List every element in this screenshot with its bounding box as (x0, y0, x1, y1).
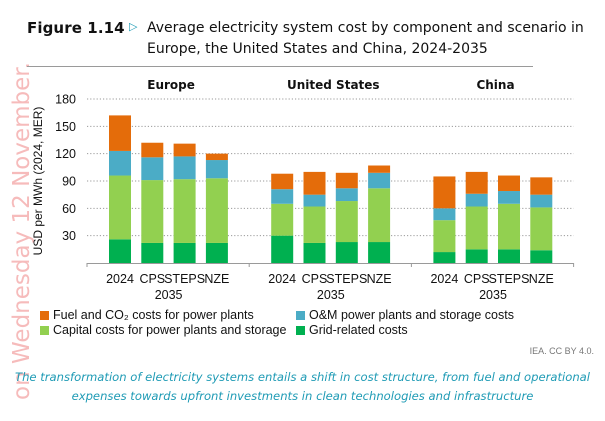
y-tick-label: 150 (55, 120, 76, 134)
gridlines (87, 98, 574, 237)
legend-label-grid: Grid-related costs (309, 323, 408, 337)
bar-segment-om (465, 193, 488, 207)
bar-segment-fuel (335, 172, 358, 189)
bar-segment-grid (335, 242, 358, 263)
y-axis-label: USD per MWh (2024, MER) (31, 107, 45, 256)
bar-segment-om (109, 150, 131, 176)
bar-segment-capital (109, 175, 131, 240)
x-group-label: 2035 (155, 288, 183, 302)
bar-segment-grid (433, 252, 456, 263)
bar-segment-capital (173, 179, 196, 243)
legend-label-om: O&M power plants and storage costs (309, 308, 514, 322)
bar-segment-fuel (271, 173, 294, 190)
x-tick-label: 2024 (268, 272, 296, 286)
bar-segment-capital (271, 203, 294, 236)
bar-segment-capital (303, 206, 326, 243)
bar-segment-grid (173, 242, 196, 263)
x-tick-label: 2024 (430, 272, 458, 286)
x-tick-label: NZE (204, 272, 229, 286)
bar-segment-grid (271, 235, 294, 263)
bar-segment-fuel (433, 176, 456, 209)
legend-swatch-capital (40, 326, 49, 335)
bar-segment-capital (465, 206, 488, 250)
bar-segment-grid (109, 239, 131, 263)
legend-label-fuel: Fuel and CO₂ costs for power plants (53, 308, 254, 322)
bar-segment-capital (368, 188, 391, 243)
figure-label: Figure 1.14 (27, 19, 125, 37)
bar-segment-fuel (498, 175, 520, 192)
bar-segment-om (205, 160, 228, 179)
legend-item-om: O&M power plants and storage costs (296, 308, 514, 322)
bar-segment-capital (335, 201, 358, 243)
x-tick-label: STEPS (164, 272, 205, 286)
labels: 30 60 90 120 150 180 USD per MWh (2024, MER) Eu… (31, 78, 554, 302)
bar-segment-grid (141, 242, 164, 263)
panel-title: China (476, 78, 514, 92)
bar-segment-grid (368, 242, 391, 263)
bar-segment-fuel (109, 115, 131, 151)
y-tick-label: 120 (55, 147, 76, 161)
x-tick-label: 2024 (106, 272, 134, 286)
x-tick-label: NZE (367, 272, 392, 286)
x-tick-label: NZE (529, 272, 554, 286)
x-group-label: 2035 (317, 288, 345, 302)
legend-swatch-fuel (40, 311, 49, 320)
stacked-bar-chart: 30 60 90 120 150 180 USD per MWh (2024, MER) Eu… (31, 78, 575, 302)
bar-segment-om (271, 189, 294, 204)
legend-swatch-grid (296, 326, 305, 335)
x-group-label: 2035 (479, 288, 507, 302)
bar-segment-om (368, 172, 391, 189)
bar-segment-fuel (530, 177, 553, 195)
y-tick-label: 60 (62, 202, 76, 216)
triangle-right-outline-icon: ▷ (129, 21, 138, 33)
legend-label-capital: Capital costs for power plants and stora… (53, 323, 287, 337)
bar-segment-om (141, 157, 164, 181)
bar-segment-om (530, 194, 553, 208)
bar-segment-om (173, 156, 196, 180)
source-credit: IEA. CC BY 4.0. (529, 346, 594, 356)
bar-segment-capital (530, 207, 553, 251)
bar-segment-capital (205, 178, 228, 243)
bar-segment-fuel (465, 171, 488, 194)
legend-item-grid: Grid-related costs (296, 323, 408, 337)
legend-swatch-om (296, 311, 305, 320)
x-tick-label: CPS (139, 272, 165, 286)
bar-segment-fuel (303, 171, 326, 195)
bar-segment-fuel (205, 153, 228, 161)
x-tick-label: STEPS (326, 272, 367, 286)
x-tick-label: STEPS (489, 272, 530, 286)
bar-segment-om (433, 208, 456, 221)
bar-segment-grid (530, 250, 553, 263)
figure-caption: The transformation of electricity system… (15, 370, 590, 403)
bar-segment-grid (465, 249, 488, 263)
bar-segment-fuel (368, 165, 391, 173)
bar-segment-om (335, 188, 358, 202)
legend-item-fuel: Fuel and CO₂ costs for power plants (40, 308, 254, 322)
bar-segment-capital (141, 180, 164, 243)
y-tick-label: 30 (62, 229, 76, 243)
bar-segment-grid (205, 242, 228, 263)
legend-item-capital: Capital costs for power plants and stora… (40, 323, 286, 337)
panel-title: Europe (147, 78, 195, 92)
axes (86, 263, 575, 267)
figure-title: Average electricity system cost by compo… (147, 20, 584, 57)
bar-segment-capital (433, 220, 456, 253)
bars (109, 115, 553, 263)
bar-segment-om (303, 194, 326, 207)
header-divider (27, 66, 533, 67)
bar-segment-grid (303, 242, 326, 263)
bar-segment-grid (498, 249, 520, 263)
bar-segment-capital (498, 203, 520, 250)
bar-segment-fuel (141, 142, 164, 158)
x-tick-label: CPS (302, 272, 328, 286)
bar-segment-om (498, 191, 520, 204)
x-tick-label: CPS (464, 272, 490, 286)
y-tick-label: 180 (55, 93, 76, 107)
bar-segment-fuel (173, 143, 196, 157)
y-tick-label: 90 (62, 175, 76, 189)
panel-title: United States (287, 78, 380, 92)
